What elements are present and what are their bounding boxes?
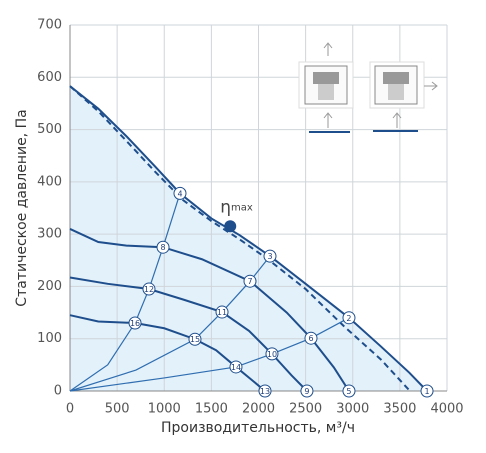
point-marker: [215, 305, 229, 319]
point-marker: [142, 282, 156, 296]
point-label: 5: [346, 387, 351, 396]
point-marker: [263, 249, 277, 263]
y-tick-label: 100: [37, 331, 62, 346]
point-label: 14: [231, 363, 241, 372]
y-tick-label: 600: [37, 70, 62, 85]
point-label: 7: [247, 277, 252, 286]
eta-symbol: η: [220, 197, 231, 217]
y-axis-title: Статическое давление, Па: [14, 109, 30, 306]
x-tick-label: 4000: [430, 402, 463, 417]
x-tick-label: 3000: [336, 402, 369, 417]
mounting-icons: [298, 42, 438, 133]
curve: [69, 317, 350, 392]
point-marker: [188, 332, 202, 346]
point-marker: [258, 384, 272, 398]
curve: [69, 85, 411, 392]
x-axis-title: Производительность, м³/ч: [161, 420, 355, 436]
point-marker: [128, 316, 142, 330]
point-label: 15: [190, 335, 200, 344]
curve: [69, 85, 428, 392]
point-label: 1: [424, 387, 429, 396]
y-tick-label: 700: [37, 18, 62, 33]
curve: [69, 193, 181, 392]
y-tick-label: 500: [37, 122, 62, 137]
point-label: 4: [177, 189, 182, 198]
y-tick-label: 400: [37, 174, 62, 189]
x-tick-label: 2000: [242, 402, 275, 417]
point-label: 10: [267, 350, 277, 359]
x-tick-label: 500: [105, 402, 130, 417]
point-label: 9: [304, 387, 309, 396]
eta-max-point: [224, 220, 237, 233]
point-marker: [420, 384, 434, 398]
y-tick-label: 200: [37, 279, 62, 294]
arrow: [424, 81, 438, 91]
point-label: 2: [346, 314, 351, 323]
y-tick-label: 0: [54, 384, 62, 399]
arrow: [323, 42, 333, 56]
eta-subscript: max: [231, 202, 253, 213]
y-tick-label: 300: [37, 227, 62, 242]
curve: [69, 228, 350, 392]
area-fill: [70, 86, 428, 391]
point-marker: [300, 384, 314, 398]
point-marker: [243, 274, 257, 288]
point-marker: [229, 360, 243, 374]
x-tick-label: 3500: [383, 402, 416, 417]
point-marker: [265, 347, 279, 361]
arrow: [323, 112, 333, 128]
point-marker: [173, 186, 187, 200]
unit-part: [388, 84, 404, 100]
x-tick-label: 1000: [148, 402, 181, 417]
point-label: 6: [308, 334, 313, 343]
point-marker: [342, 311, 356, 325]
x-tick-label: 2500: [289, 402, 322, 417]
point-label: 3: [267, 252, 272, 261]
point-label: 8: [160, 243, 165, 252]
arrow: [392, 112, 402, 128]
unit-part: [313, 72, 339, 84]
x-tick-label: 0: [66, 402, 74, 417]
point-label: 12: [144, 285, 154, 294]
point-marker: [304, 331, 318, 345]
point-marker: [342, 384, 356, 398]
unit-part: [318, 84, 334, 100]
point-label: 16: [130, 319, 140, 328]
eta-max-label: ηmax: [220, 197, 253, 217]
x-tick-label: 1500: [195, 402, 228, 417]
point-label: 11: [217, 308, 227, 317]
point-label: 13: [260, 387, 270, 396]
point-marker: [156, 240, 170, 254]
unit-part: [383, 72, 409, 84]
